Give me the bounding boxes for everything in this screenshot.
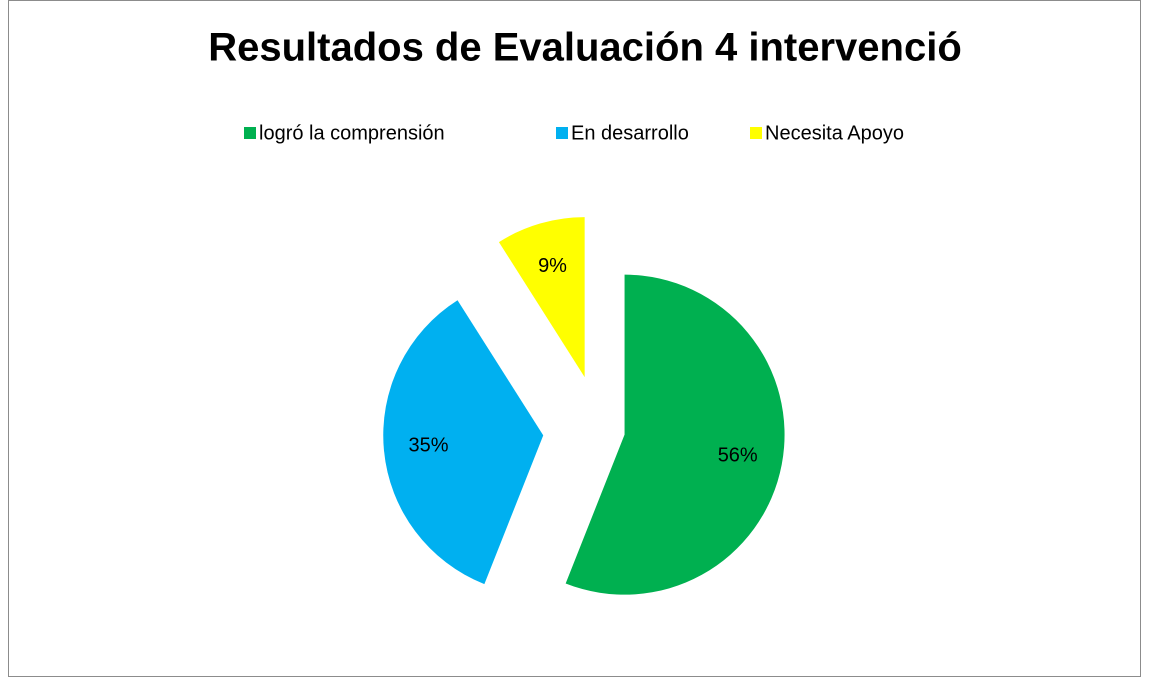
legend-swatch [556,127,568,139]
legend-label: logró la comprensión [259,122,445,144]
chart-title: Resultados de Evaluación 4 intervenció [208,26,962,70]
data-label: 9% [538,255,567,277]
legend-swatch [750,127,762,139]
legend-label: En desarrollo [571,122,689,144]
pie-slice [565,274,785,595]
data-label: 56% [718,445,758,467]
legend-label: Necesita Apoyo [765,122,904,144]
pie-slice [498,217,585,378]
legend-swatch [244,127,256,139]
pie-slice [383,300,544,585]
data-label: 35% [409,434,449,456]
